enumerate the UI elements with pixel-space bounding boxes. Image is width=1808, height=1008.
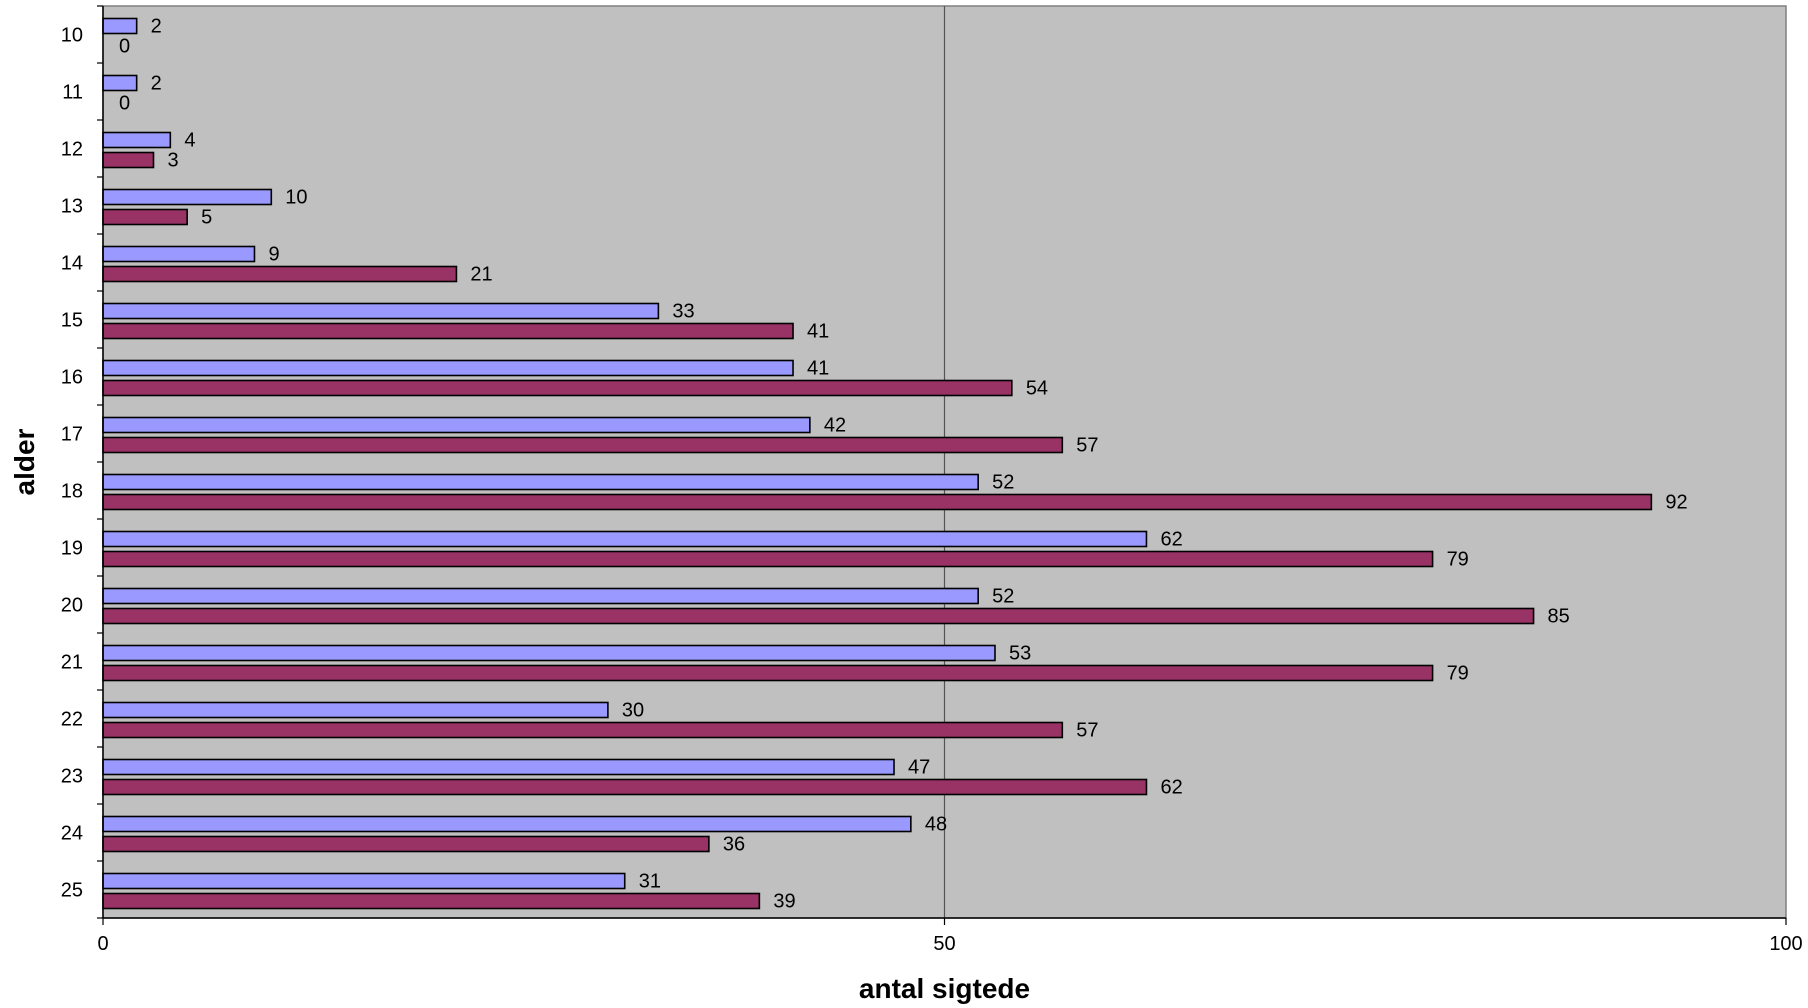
data-label: 92 (1665, 492, 1687, 514)
data-label: 47 (908, 757, 930, 779)
data-label: 21 (470, 264, 492, 286)
data-label: 79 (1447, 663, 1469, 685)
data-label: 62 (1160, 777, 1182, 799)
bar (102, 151, 155, 169)
bar (102, 17, 138, 35)
data-label: 85 (1548, 606, 1570, 628)
y-tick-label: 11 (62, 82, 83, 104)
bar (102, 359, 794, 377)
data-label: 3 (167, 150, 178, 172)
data-label: 54 (1026, 378, 1048, 400)
x-tick-label: 0 (97, 933, 108, 955)
bar (102, 245, 256, 263)
data-label: 53 (1009, 643, 1031, 665)
bar (102, 188, 273, 206)
x-tick-label: 50 (933, 933, 955, 955)
data-label: 2 (151, 16, 162, 38)
x-axis-title: antal sigtede (859, 973, 1030, 1004)
data-label: 9 (268, 244, 279, 266)
y-tick-label: 22 (61, 709, 83, 731)
axes (97, 5, 1787, 925)
data-label: 31 (639, 871, 661, 893)
y-tick-label: 19 (61, 538, 83, 560)
y-tick-label: 24 (61, 823, 83, 845)
data-label: 5 (201, 207, 212, 229)
bar (102, 379, 1013, 397)
data-label: 4 (184, 130, 195, 152)
y-tick-label: 20 (61, 595, 83, 617)
y-tick-label: 15 (61, 310, 83, 332)
data-label: 52 (992, 586, 1014, 608)
data-label: 62 (1160, 529, 1182, 551)
y-tick-label: 10 (61, 25, 83, 47)
y-tick-label: 12 (61, 139, 83, 161)
data-label: 41 (807, 358, 829, 380)
data-label: 33 (672, 301, 694, 323)
data-label: 36 (723, 834, 745, 856)
bar (102, 493, 1653, 511)
bar (102, 265, 458, 283)
y-tick-label: 25 (61, 880, 83, 902)
bar (102, 721, 1064, 739)
y-axis-title: alder (9, 428, 40, 495)
bar (102, 892, 761, 910)
bar (102, 302, 660, 320)
y-tick-label: 21 (61, 652, 83, 674)
bar (102, 758, 895, 776)
bar (102, 644, 996, 662)
y-tick-label: 23 (61, 766, 83, 788)
bar (102, 208, 188, 226)
data-label: 0 (119, 36, 130, 58)
bar (102, 436, 1064, 454)
data-label: 41 (807, 321, 829, 343)
data-label: 0 (119, 93, 130, 115)
data-label: 42 (824, 415, 846, 437)
data-label: 30 (622, 700, 644, 722)
bar (102, 416, 811, 434)
data-label: 2 (151, 73, 162, 95)
data-label: 39 (773, 891, 795, 913)
bar (102, 322, 794, 340)
y-tick-label: 17 (61, 424, 83, 446)
data-label: 48 (925, 814, 947, 836)
bar (102, 664, 1434, 682)
bar (102, 815, 912, 833)
bars (102, 17, 1653, 910)
bar (102, 131, 172, 149)
bar (102, 872, 626, 890)
y-tick-label: 13 (61, 196, 83, 218)
data-label: 57 (1076, 720, 1098, 742)
bar (102, 473, 979, 491)
bar (102, 607, 1535, 625)
bar (102, 530, 1148, 548)
data-label: 79 (1447, 549, 1469, 571)
data-label: 52 (992, 472, 1014, 494)
data-labels: 2020431059213341415442575292627952855379… (119, 16, 1688, 913)
bar (102, 778, 1148, 796)
x-tick-label: 100 (1769, 933, 1802, 955)
bar (102, 74, 138, 92)
bar (102, 587, 979, 605)
bar (102, 701, 609, 719)
bar (102, 550, 1434, 568)
bar (102, 835, 710, 853)
data-label: 57 (1076, 435, 1098, 457)
y-tick-label: 18 (61, 481, 83, 503)
data-label: 10 (285, 187, 307, 209)
y-tick-label: 16 (61, 367, 83, 389)
y-tick-label: 14 (61, 253, 83, 275)
